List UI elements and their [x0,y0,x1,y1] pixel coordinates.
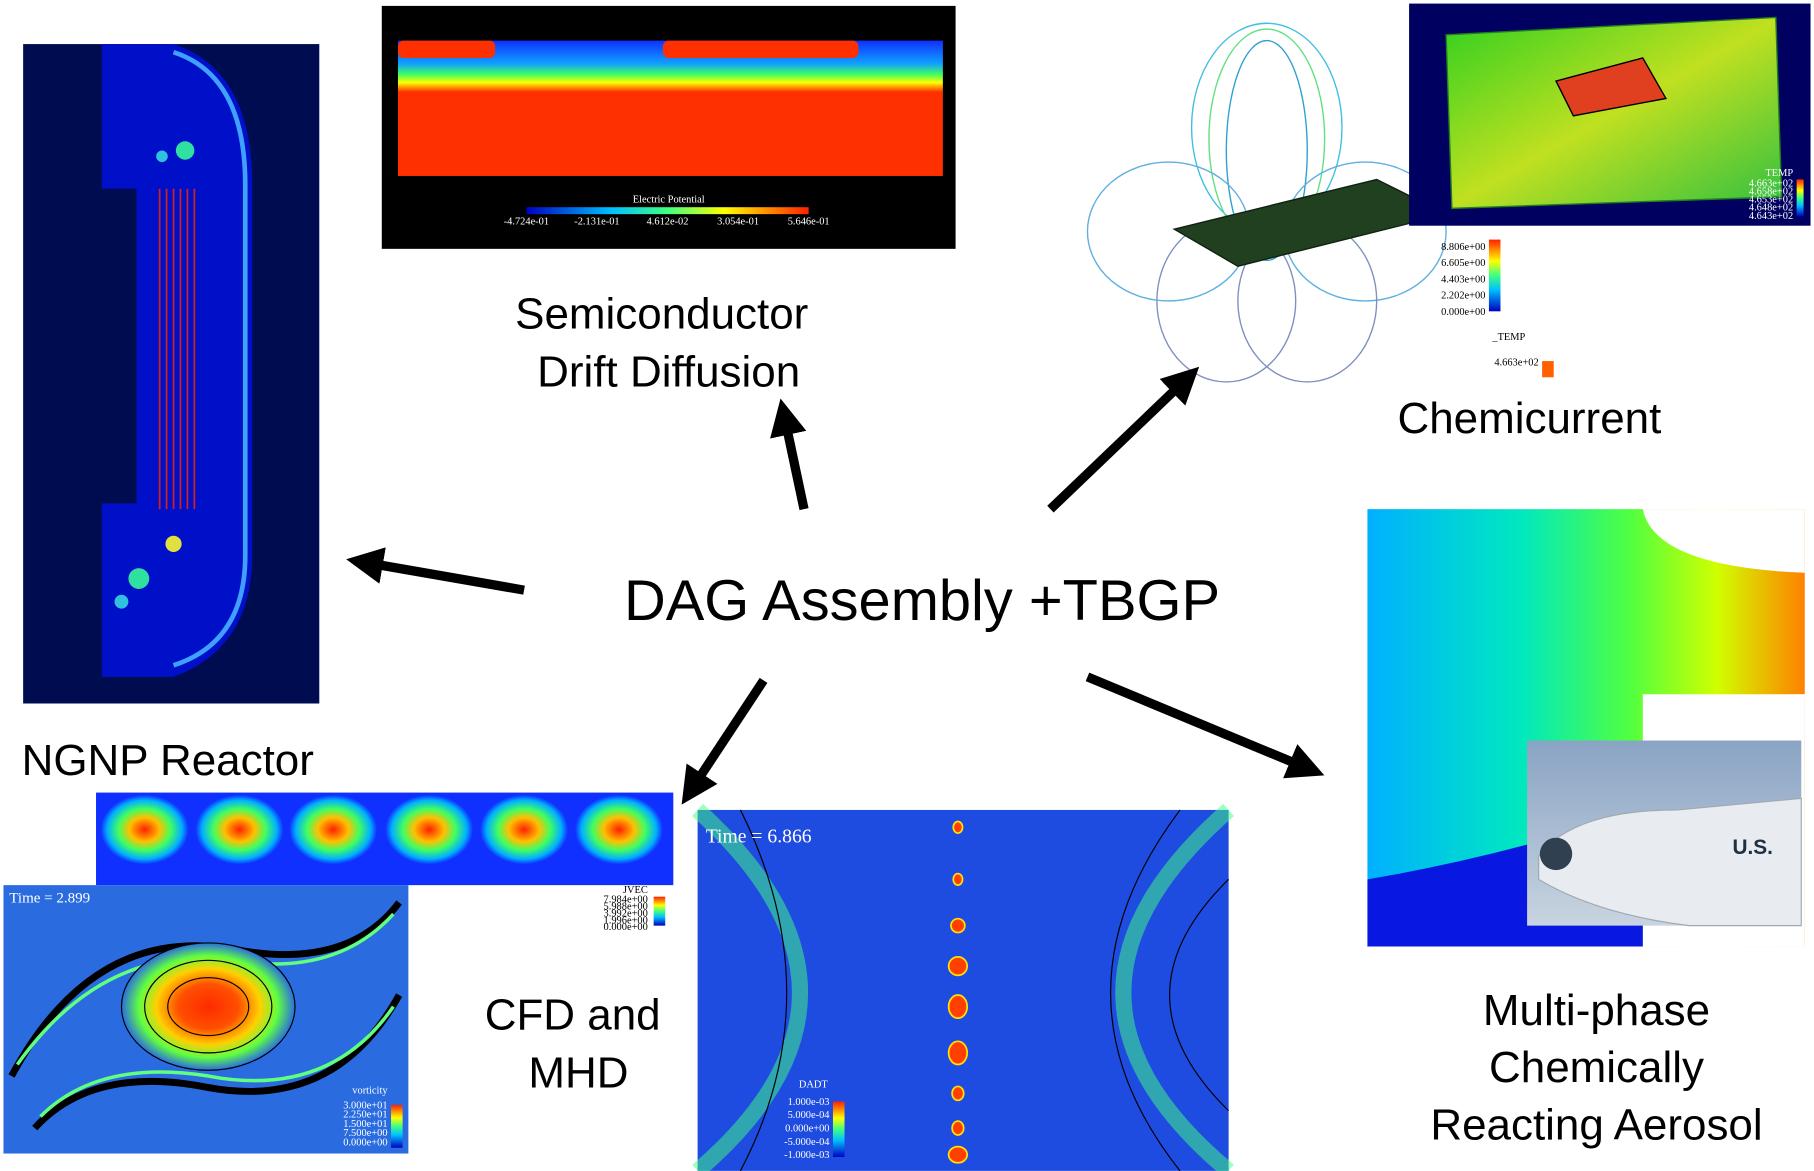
inset-title: TEMP [1765,168,1793,179]
arrow [692,680,764,789]
cfd-label: CFD and [485,991,661,1040]
colorbar-label: 8.806e+00 [1441,242,1485,253]
aerosol-label: Multi-phase [1483,986,1710,1035]
time-label: Time = 6.866 [706,825,812,847]
colorbar-label: -1.000e-03 [784,1150,829,1161]
colorbar-title: DADT [799,1080,829,1091]
colorbar-label: 0.000e+00 [343,1137,387,1148]
colorbar-label: 6.605e+00 [1441,258,1485,269]
arrow [1050,380,1185,510]
time-label: Time = 2.899 [9,890,90,906]
semiconductor-label: Drift Diffusion [537,348,800,397]
slide: Electric Potential TEMP _TEMP JVEC Time … [0,0,1814,1171]
ngnp-label: NGNP Reactor [22,736,314,785]
aerosol-label: Chemically [1489,1043,1704,1092]
colorbar-label: -2.131e-01 [574,217,619,228]
arrow [1087,677,1307,768]
colorbar-label: 0.000e+00 [785,1124,829,1135]
colorbar-label: -5.000e-04 [784,1137,830,1148]
colorbar-title: vorticity [352,1085,388,1096]
chemicurrent-image: TEMP _TEMP [1087,4,1810,382]
legend-title: _TEMP [1491,332,1525,343]
colorbar-label: 0.000e+00 [604,922,648,933]
semiconductor-image: Electric Potential [382,6,956,249]
colorbar-label: 4.612e-02 [647,217,689,228]
colorbar-label: 2.202e+00 [1441,291,1485,302]
colorbar-label: 4.403e+00 [1441,274,1485,285]
dadt-image: Time = 6.866 DADT [698,810,1229,1171]
arrow [364,562,524,590]
colorbar-label: -4.724e-01 [504,217,549,228]
center-label: DAG Assembly +TBGP [624,569,1220,633]
aerosol-label: Reacting Aerosol [1430,1101,1762,1150]
colorbar-label: 5.646e-01 [788,217,830,228]
colorbar-label: 5.000e-04 [788,1110,831,1121]
colorbar-label: 3.054e-01 [717,217,759,228]
page: {"center":{"label":"DAG Assembly +TBGP"}… [0,0,1814,1171]
chemicurrent-label: Chemicurrent [1397,394,1661,443]
semiconductor-label: Semiconductor [515,290,808,339]
colorbar-label: 1.000e-03 [788,1097,830,1108]
colorbar-label: 4.643e+02 [1749,211,1793,222]
cfd-label: MHD [528,1049,628,1098]
ngnp-image [23,44,319,703]
arrow [784,417,804,510]
colorbar-title: Electric Potential [633,195,705,206]
photo-text: U.S. [1732,836,1772,859]
colorbar-label: 0.000e+00 [1441,307,1485,318]
aerosol-image: U.S. [1367,509,1804,946]
colorbar-label: 4.663e+02 [1494,358,1538,369]
